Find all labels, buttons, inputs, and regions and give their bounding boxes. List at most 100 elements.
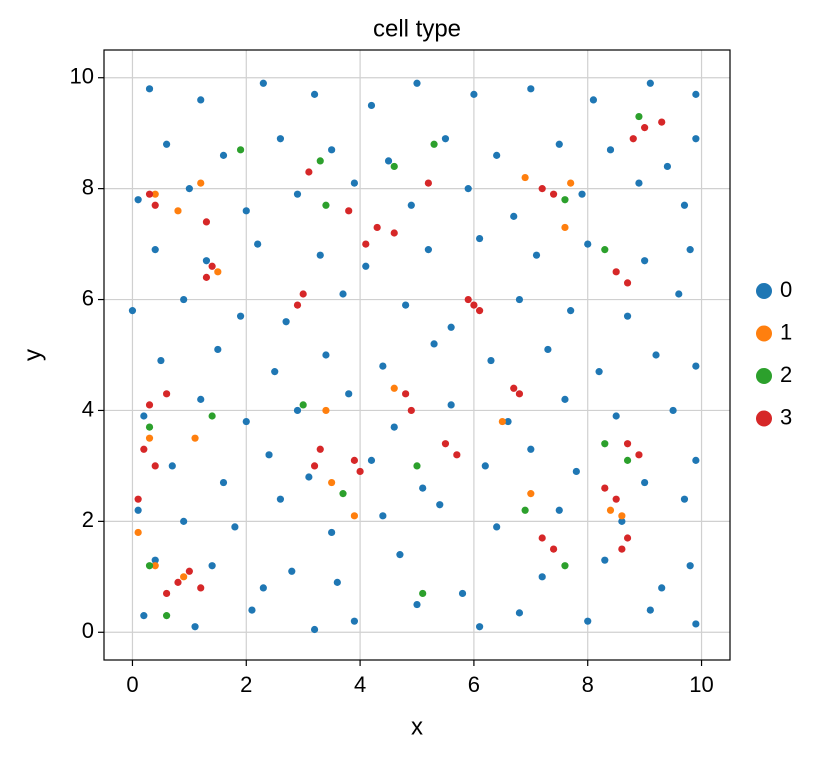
x-tick-label: 4: [354, 672, 366, 697]
point: [191, 623, 199, 631]
point: [163, 589, 171, 598]
point: [197, 96, 205, 104]
point: [174, 207, 182, 215]
point: [521, 506, 529, 514]
legend-marker: [756, 325, 772, 342]
point: [601, 484, 609, 492]
point: [214, 345, 222, 354]
point: [641, 124, 649, 132]
point: [350, 456, 358, 464]
point: [413, 462, 421, 470]
point: [185, 567, 193, 575]
point: [584, 617, 592, 625]
point: [652, 351, 660, 359]
y-tick-label: 4: [82, 396, 94, 421]
point: [282, 318, 290, 326]
point: [430, 140, 438, 148]
point: [134, 495, 142, 503]
point: [555, 140, 563, 148]
point: [567, 307, 575, 315]
point: [589, 96, 598, 104]
point: [384, 157, 393, 165]
y-tick-label: 8: [82, 174, 94, 199]
point: [350, 512, 358, 520]
points: [128, 79, 700, 634]
x-tick-label: 10: [689, 672, 713, 697]
point: [316, 445, 324, 453]
legend-marker: [756, 410, 772, 427]
point: [367, 101, 376, 110]
point: [259, 584, 267, 592]
point: [407, 201, 415, 209]
point: [441, 440, 450, 448]
legend: 0 1 2 3: [756, 277, 792, 429]
point: [424, 179, 432, 187]
point: [430, 340, 438, 348]
point: [521, 173, 529, 182]
legend-label: 2: [780, 362, 792, 387]
point: [561, 196, 569, 204]
point: [310, 462, 319, 470]
point: [362, 262, 370, 270]
point: [145, 190, 154, 198]
point: [464, 295, 472, 304]
point: [345, 390, 353, 398]
point: [316, 157, 324, 165]
point: [265, 451, 273, 459]
point: [322, 351, 330, 359]
point: [328, 478, 336, 487]
y-tick-label: 6: [82, 285, 94, 310]
point: [339, 490, 347, 498]
point: [658, 118, 666, 126]
legend-label: 1: [780, 319, 792, 344]
point: [151, 556, 159, 564]
point: [134, 528, 142, 537]
y-tick-label: 2: [82, 507, 94, 532]
point: [322, 406, 330, 415]
point: [692, 456, 700, 464]
axes: 0 2 4 6 8 10 0 2 4 6 8 10: [70, 64, 714, 697]
point: [305, 473, 313, 481]
point: [276, 495, 285, 503]
point: [180, 295, 188, 304]
point: [390, 384, 398, 392]
point: [686, 246, 694, 254]
point: [572, 467, 580, 476]
point: [345, 207, 353, 215]
point: [350, 617, 358, 625]
point: [145, 434, 154, 442]
point: [151, 190, 159, 198]
point: [635, 451, 643, 459]
point: [168, 462, 176, 470]
point: [145, 423, 154, 431]
point: [641, 478, 649, 487]
point: [145, 562, 154, 570]
point: [436, 501, 444, 509]
point: [623, 534, 632, 542]
point: [493, 151, 501, 159]
point: [407, 406, 415, 415]
point: [413, 600, 421, 609]
point: [248, 606, 256, 614]
point: [515, 390, 524, 398]
point: [419, 589, 427, 598]
point: [271, 368, 279, 376]
point: [350, 179, 358, 187]
point: [680, 201, 689, 209]
point: [151, 562, 159, 570]
point: [293, 301, 302, 309]
point: [612, 268, 620, 276]
point: [527, 85, 535, 93]
point: [618, 517, 626, 525]
point: [567, 179, 575, 187]
point: [692, 135, 700, 143]
point: [510, 212, 518, 220]
point: [578, 190, 586, 198]
point: [310, 625, 319, 634]
point: [276, 135, 285, 143]
point: [669, 406, 677, 415]
point: [538, 534, 546, 542]
point: [561, 562, 569, 570]
point: [532, 251, 541, 259]
point: [134, 506, 142, 514]
